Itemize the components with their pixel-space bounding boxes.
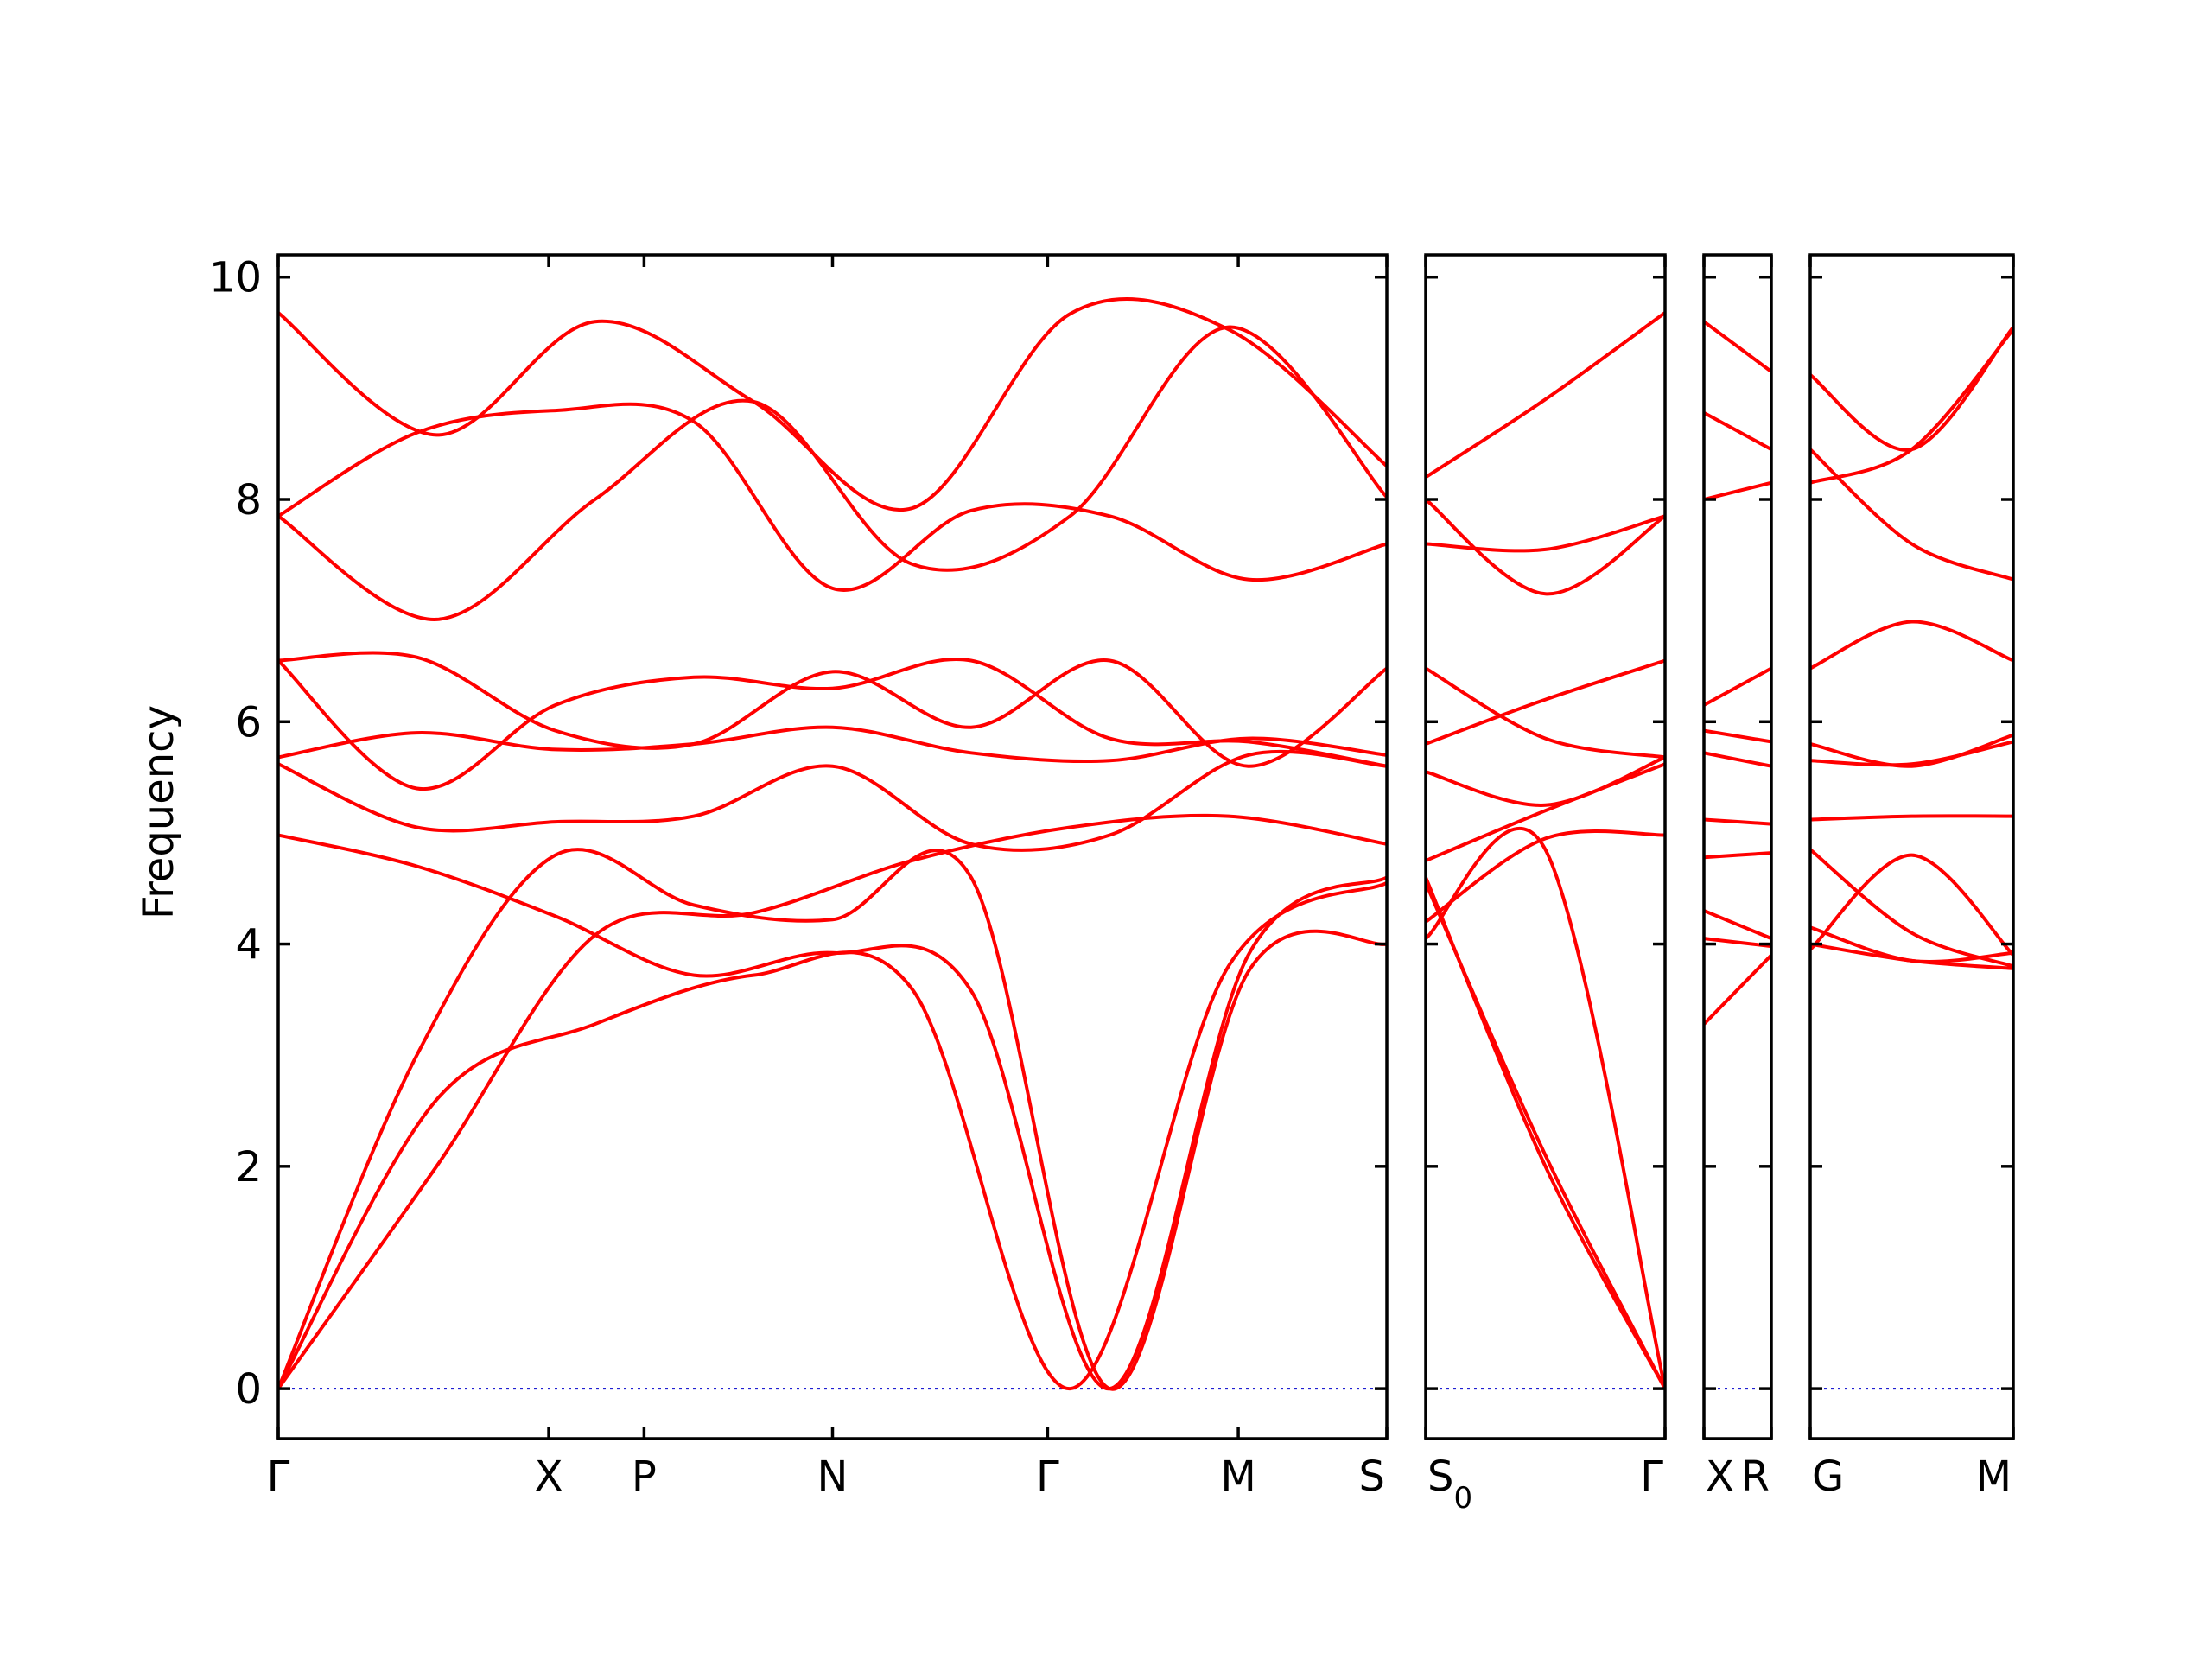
phonon-band-8	[278, 651, 1387, 768]
phonon-band-8	[1426, 666, 1665, 760]
phonon-band-1	[278, 848, 1387, 1391]
x-tick-label: G	[1812, 1452, 1844, 1501]
phonon-band-2	[1426, 880, 1665, 1391]
x-tick-label: Γ	[267, 1452, 290, 1501]
x-tick-label: N	[817, 1452, 849, 1501]
phonon-band-4	[1426, 829, 1665, 924]
panel-frame	[1702, 253, 1773, 1440]
y-tick-label: 10	[209, 254, 262, 302]
panel-2: S0 Γ	[1424, 253, 1667, 1516]
phonon-band-3	[1810, 925, 2013, 964]
x-tick-label: Γ	[1036, 1452, 1059, 1501]
phonon-band-6	[1426, 755, 1665, 807]
x-tick-label: P	[632, 1452, 657, 1501]
y-tick-labels: 0 2 4 6 8 10	[209, 254, 262, 1414]
phonon-band-4	[1810, 848, 2013, 969]
phonon-band-1	[1426, 875, 1665, 1391]
x-tick-label: M	[1976, 1452, 2012, 1501]
y-tick-label: 8	[235, 476, 262, 524]
phonon-band-10	[1810, 448, 2013, 582]
phonon-band-10	[1426, 498, 1665, 596]
phonon-band-10	[1704, 410, 1771, 452]
x-tick-label: M	[1220, 1452, 1255, 1501]
x-tick-label: X	[535, 1452, 563, 1501]
phonon-band-3	[278, 813, 1387, 1391]
phonon-band-11	[1704, 320, 1771, 374]
y-tick-label: 6	[235, 698, 262, 747]
phonon-band-9	[278, 325, 1387, 621]
x-tick-label: Γ	[1640, 1452, 1663, 1501]
y-tick-label: 4	[235, 921, 262, 969]
phonon-band-8	[1704, 666, 1771, 707]
phonon-band-1	[1704, 953, 1771, 1027]
phonon-band-7	[1704, 728, 1771, 744]
y-axis-label: Frequency	[135, 705, 183, 919]
phonon-band-5	[278, 749, 1387, 852]
phonon-band-7	[1810, 733, 2013, 768]
phonon-band-5	[1704, 817, 1771, 826]
phonon-band-7	[278, 658, 1387, 791]
phonon-band-11	[1810, 325, 2013, 452]
phonon-band-11	[278, 297, 1387, 512]
phonon-band-3	[1704, 909, 1771, 941]
panel-frame	[1424, 253, 1667, 1440]
phonon-band-10	[278, 402, 1387, 592]
phonon-band-5	[1810, 814, 2013, 822]
phonon-band-1	[1810, 853, 2013, 957]
phonon-band-2	[1704, 937, 1771, 949]
x-tick-label: S0	[1427, 1452, 1472, 1516]
phonon-band-3	[1426, 827, 1665, 1391]
phonon-band-4	[278, 833, 1387, 1391]
phonon-band-7	[1426, 658, 1665, 746]
phonon-band-2	[278, 880, 1387, 1391]
x-tick-label: S	[1359, 1452, 1385, 1501]
x-tick-label: R	[1741, 1452, 1770, 1501]
panel-frame	[276, 253, 1389, 1440]
panel-frame	[1808, 253, 2015, 1440]
y-tick-label: 0	[235, 1365, 262, 1414]
phonon-band-8	[1810, 620, 2013, 671]
phonon-band-9	[1426, 514, 1665, 553]
phonon-band-5	[1426, 762, 1665, 863]
phonon-band-11	[1426, 310, 1665, 480]
band-panels: Γ X P N Γ M S S0 Γ X R G M	[267, 253, 2015, 1516]
y-tick-label: 2	[235, 1143, 262, 1192]
phonon-band-4	[1704, 851, 1771, 860]
phonon-band-6	[1704, 751, 1771, 768]
x-tick-label: X	[1706, 1452, 1734, 1501]
phonon-band-9	[1704, 480, 1771, 501]
phonon-band-6	[1810, 740, 2013, 767]
